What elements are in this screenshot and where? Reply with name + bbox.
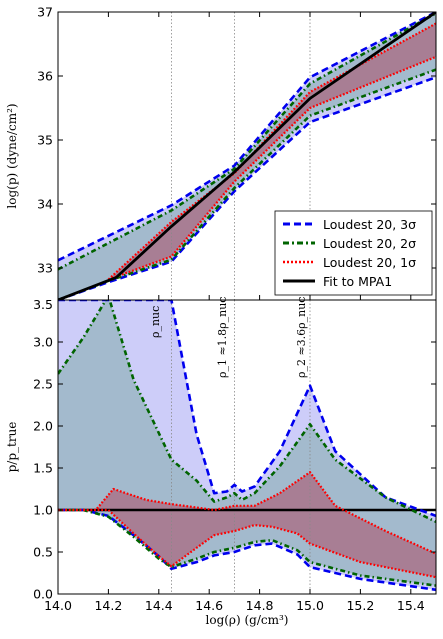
legend-label-mpa1: Fit to MPA1 <box>323 274 392 289</box>
bottom-upper-line-1 <box>58 300 436 523</box>
annotation-rho1: ρ_1 ≈1.8ρ_nuc <box>216 297 229 378</box>
top-fit-line <box>58 12 436 300</box>
bottom-ytick-label: 2.5 <box>33 377 53 392</box>
bottom-ytick-label: 2.0 <box>33 419 53 434</box>
bottom-lower-line-1 <box>58 508 436 587</box>
bottom-frame <box>57 299 437 595</box>
legend-label-3sigma: Loudest 20, 3σ <box>323 217 416 232</box>
top-ytick-label: 37 <box>37 5 53 20</box>
top-ytick-label: 34 <box>37 197 53 212</box>
top-band-2 <box>108 23 436 280</box>
bottom-ylabel: p/p_true <box>5 422 19 473</box>
legend: Loudest 20, 3σ Loudest 20, 2σ Loudest 20… <box>274 210 433 296</box>
bottom-xtick-label: 14.0 <box>44 598 72 613</box>
bottom-xtick-label: 15.2 <box>346 598 374 613</box>
top-plot-area <box>58 12 436 300</box>
bottom-ytick-label: 3.5 <box>33 297 53 312</box>
top-upper-line-0 <box>58 12 436 262</box>
top-ytick-label: 35 <box>37 133 53 148</box>
bottom-xtick-label: 14.6 <box>195 598 223 613</box>
bottom-ytick-label: 3.0 <box>33 335 53 350</box>
bottom-xtick-label: 15.0 <box>296 598 324 613</box>
top-upper-line-1 <box>58 12 436 271</box>
bottom-xtick-label: 15.4 <box>397 598 425 613</box>
bottom-panel: 0.0 0.5 1.0 1.5 2.0 2.5 3.0 3.5 14.0 14.2 14.4 14.6… <box>5 297 437 627</box>
bottom-xtick-label: 14.2 <box>94 598 122 613</box>
bottom-axes: 0.0 0.5 1.0 1.5 2.0 2.5 3.0 3.5 14.0 14.2 14.4 14.6… <box>33 297 436 613</box>
bottom-ytick-label: 1.5 <box>33 461 53 476</box>
bottom-band-2 <box>58 472 436 578</box>
annotation-rho2: ρ_2 ≈3.6ρ_nuc <box>295 297 308 378</box>
legend-label-2sigma: Loudest 20, 2σ <box>323 236 416 251</box>
top-ytick-label: 36 <box>37 69 53 84</box>
bottom-lower-line-0 <box>58 508 436 592</box>
top-ytick-label: 33 <box>37 261 53 276</box>
top-ylabel: log(p) (dyne/cm²) <box>5 103 19 208</box>
bottom-lower-line-2 <box>58 508 436 579</box>
top-axes: 33 34 35 36 37 <box>37 5 436 300</box>
legend-label-1sigma: Loudest 20, 1σ <box>323 255 416 270</box>
bottom-upper-line-0 <box>58 300 436 518</box>
bottom-xtick-label: 14.4 <box>145 598 173 613</box>
bottom-plot-area <box>58 300 436 594</box>
top-panel: 33 34 35 36 37 log(p) (dyne/cm²) Loudest 20,… <box>5 5 437 301</box>
bottom-ytick-label: 0.5 <box>33 545 53 560</box>
bottom-xtick-label: 14.8 <box>246 598 274 613</box>
bottom-xlabel: log(ρ) (g/cm³) <box>206 613 289 627</box>
bottom-ytick-label: 0.0 <box>33 587 53 602</box>
bottom-ytick-label: 1.0 <box>33 503 53 518</box>
top-lower-line-2 <box>108 55 436 281</box>
annotation-rho-nuc: ρ_nuc <box>149 306 162 338</box>
